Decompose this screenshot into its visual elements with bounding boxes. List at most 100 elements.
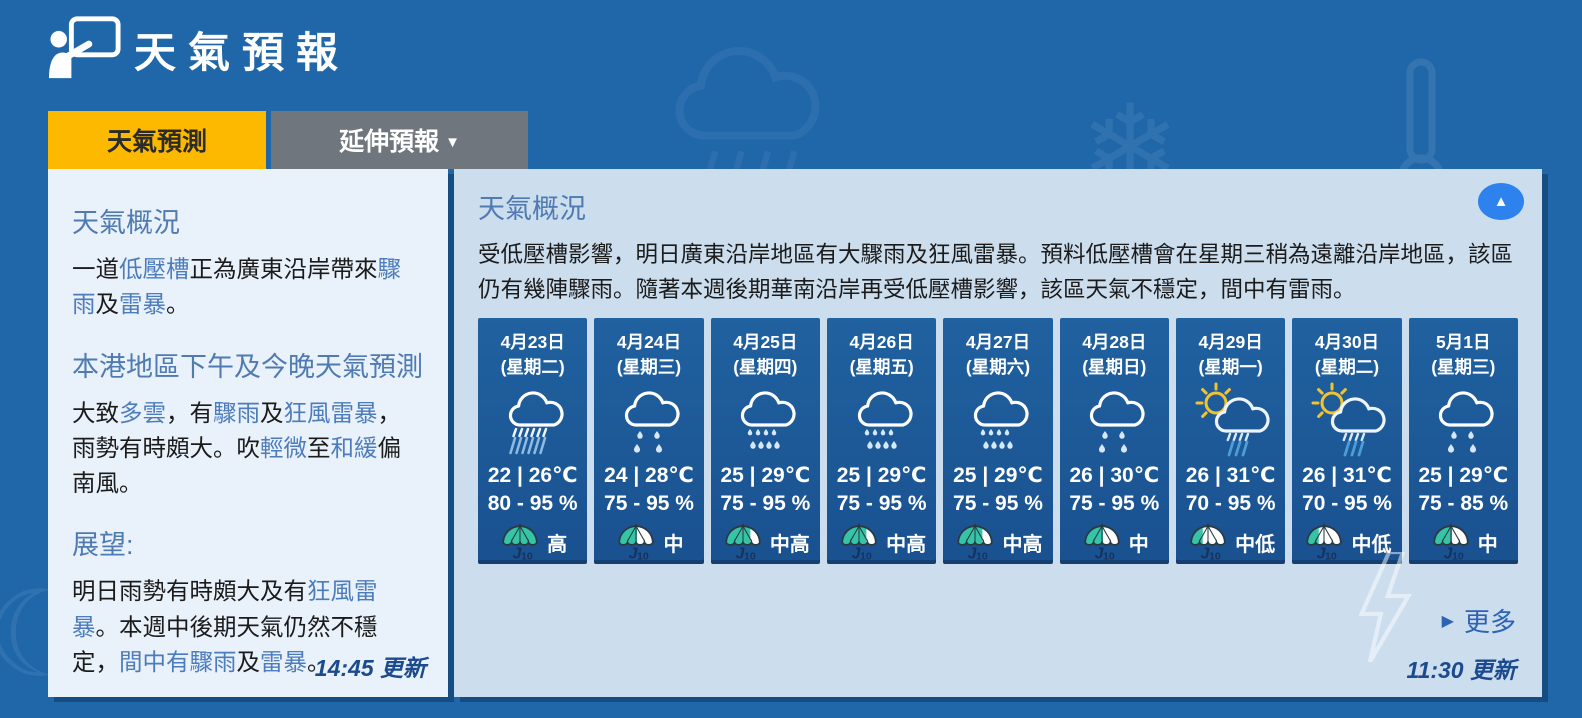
card-humidity: 75 - 95 % bbox=[953, 491, 1043, 515]
tab-extended-forecast[interactable]: 延伸預報 ▼ bbox=[271, 111, 528, 169]
updated-label: 更新 bbox=[1470, 657, 1516, 683]
forecast-card: 4月29日 (星期一) 26 | 31℃ 70 - 95 % J 10 中低 bbox=[1175, 317, 1286, 564]
card-temperature: 26 | 31℃ bbox=[1302, 463, 1392, 487]
card-humidity: 80 - 95 % bbox=[487, 491, 578, 515]
forecast-card: 4月25日 (星期四) 25 | 29℃ 75 - 95 % J 10 中高 bbox=[710, 317, 820, 564]
psr-icon-j: J bbox=[513, 546, 523, 562]
card-humidity: 75 - 85 % bbox=[1418, 491, 1509, 515]
section-heading-outlook: 展望: bbox=[72, 530, 134, 561]
card-weekday: (星期六) bbox=[965, 357, 1031, 378]
card-weekday: (星期五) bbox=[849, 357, 914, 378]
glossary-link[interactable]: 狂風雷暴 bbox=[72, 578, 378, 640]
card-date: 4月23日 bbox=[500, 331, 565, 352]
text-segment: 及 bbox=[260, 399, 284, 426]
card-psr: J 10 中 bbox=[594, 523, 703, 561]
psr-icon-j: J bbox=[852, 546, 862, 562]
card-weekday: (星期三) bbox=[616, 357, 682, 378]
general-situation-text: 一道低壓槽正為廣東沿岸帶來驟雨及雷暴。 bbox=[72, 252, 424, 323]
local-forecast-panel: 天氣概況 一道低壓槽正為廣東沿岸帶來驟雨及雷暴。 本港地區下午及今晚天氣預測 大… bbox=[48, 169, 448, 697]
glossary-link[interactable]: 雷暴 bbox=[119, 291, 166, 318]
outlook-text: 明日雨勢有時頗大及有狂風雷暴。本週中後期天氣仍然不穩定，間中有驟雨及雷暴。 bbox=[72, 574, 424, 680]
psr-icon-sub: 10 bbox=[1452, 551, 1464, 562]
text-segment: 一道 bbox=[72, 256, 119, 282]
psr-umbrella-icon: J 10 bbox=[502, 523, 538, 562]
psr-icon-j: J bbox=[968, 546, 978, 562]
card-temperature: 25 | 29℃ bbox=[1418, 463, 1509, 487]
forecast-card: 4月24日 (星期三) 24 | 28℃ 75 - 95 % J 10 中 bbox=[594, 317, 704, 564]
card-weekday: (星期日) bbox=[1082, 357, 1147, 378]
card-temperature: 22 | 26℃ bbox=[487, 463, 578, 487]
updated-time: 11:30 bbox=[1406, 657, 1464, 683]
card-date: 5月1日 bbox=[1436, 331, 1491, 352]
card-temperature: 25 | 29℃ bbox=[720, 463, 811, 487]
text-segment: 偏南風。 bbox=[72, 434, 401, 496]
psr-umbrella-icon: J 10 bbox=[957, 523, 994, 562]
rain-moderate-icon bbox=[711, 382, 820, 460]
glossary-link[interactable]: 低壓槽 bbox=[119, 256, 190, 282]
card-date: 4月27日 bbox=[965, 331, 1031, 352]
psr-umbrella-icon: J 10 bbox=[1306, 523, 1343, 561]
rain-heavy-icon bbox=[478, 382, 587, 460]
card-date: 4月24日 bbox=[616, 331, 682, 352]
afternoon-tonight-text: 大致多雲，有驟雨及狂風雷暴，雨勢有時頗大。吹輕微至和緩偏南風。 bbox=[72, 396, 424, 502]
tab-label: 天氣預測 bbox=[106, 128, 207, 156]
glossary-link[interactable]: 間中有驟雨 bbox=[119, 648, 237, 675]
section-heading-general-situation: 天氣概況 bbox=[72, 208, 180, 238]
glossary-link[interactable]: 和緩 bbox=[330, 434, 378, 461]
collapse-up-button[interactable]: ▲ bbox=[1478, 183, 1524, 220]
glossary-link[interactable]: 狂風雷暴 bbox=[283, 399, 378, 426]
psr-icon-sub: 10 bbox=[521, 551, 533, 562]
card-psr: J 10 中低 bbox=[1176, 523, 1285, 561]
psr-umbrella-icon: J 10 bbox=[841, 523, 877, 562]
psr-level-label: 中高 bbox=[769, 533, 810, 556]
text-segment: 。 bbox=[166, 291, 190, 318]
psr-icon-j: J bbox=[1201, 546, 1211, 562]
text-segment: 大致 bbox=[72, 399, 119, 426]
page-title: 天氣預報 bbox=[134, 29, 351, 76]
glossary-link[interactable]: 雷暴 bbox=[260, 648, 307, 675]
more-link[interactable]: ▶ 更多 bbox=[1442, 602, 1516, 639]
chevron-down-icon: ▼ bbox=[445, 133, 460, 151]
glossary-link[interactable]: 多雲 bbox=[119, 399, 166, 426]
card-date: 4月25日 bbox=[733, 331, 798, 352]
psr-level-label: 中 bbox=[1128, 533, 1149, 556]
card-humidity: 75 - 95 % bbox=[836, 491, 927, 515]
psr-icon-sub: 10 bbox=[744, 551, 756, 562]
card-psr: J 10 中高 bbox=[827, 523, 936, 561]
card-humidity: 75 - 95 % bbox=[604, 491, 694, 515]
psr-level-label: 中低 bbox=[1351, 533, 1392, 556]
psr-umbrella-icon: J 10 bbox=[1190, 523, 1226, 562]
card-humidity: 70 - 95 % bbox=[1185, 491, 1276, 515]
text-segment: 正為廣東沿岸帶來 bbox=[189, 256, 378, 282]
section-heading-afternoon-tonight: 本港地區下午及今晚天氣預測 bbox=[72, 351, 423, 382]
glossary-link[interactable]: 驟雨 bbox=[72, 256, 401, 318]
tab-weather-forecast[interactable]: 天氣預測 bbox=[48, 111, 266, 169]
right-arrow-icon: ▶ bbox=[1441, 612, 1454, 630]
card-weekday: (星期四) bbox=[733, 357, 798, 378]
glossary-link[interactable]: 輕微 bbox=[260, 434, 307, 461]
card-psr: J 10 中 bbox=[1060, 523, 1169, 561]
card-date: 4月26日 bbox=[849, 331, 914, 352]
right-updated-timestamp: 11:30 更新 bbox=[1406, 651, 1516, 685]
text-segment: ，有 bbox=[166, 399, 213, 426]
forecast-card: 4月28日 (星期日) 26 | 30℃ 75 - 95 % J 10 中 bbox=[1059, 317, 1169, 564]
glossary-link[interactable]: 驟雨 bbox=[213, 399, 260, 426]
card-psr: J 10 高 bbox=[478, 523, 587, 561]
app-header: 天氣預報 bbox=[48, 14, 350, 85]
forecast-card: 4月23日 (星期二) 22 | 26℃ 80 - 95 % J 10 高 bbox=[478, 317, 588, 564]
tab-bar: 天氣預測 延伸預報 ▼ bbox=[48, 111, 528, 169]
text-segment: 。 bbox=[307, 648, 331, 675]
psr-umbrella-icon: J 10 bbox=[1432, 523, 1469, 562]
card-humidity: 75 - 95 % bbox=[1069, 491, 1160, 515]
psr-level-label: 高 bbox=[547, 533, 568, 556]
rain-light-icon bbox=[594, 382, 703, 460]
card-psr: J 10 中高 bbox=[711, 523, 820, 561]
card-psr: J 10 中低 bbox=[1292, 523, 1401, 561]
card-weekday: (星期一) bbox=[1198, 357, 1263, 378]
more-label: 更多 bbox=[1463, 607, 1516, 637]
section-heading-general-situation: 天氣概況 bbox=[478, 194, 586, 224]
psr-icon-j: J bbox=[1094, 546, 1104, 562]
card-date: 4月28日 bbox=[1082, 331, 1147, 352]
left-updated-timestamp: 14:45 更新 bbox=[315, 649, 426, 683]
content-panels: 天氣概況 一道低壓槽正為廣東沿岸帶來驟雨及雷暴。 本港地區下午及今晚天氣預測 大… bbox=[48, 169, 1542, 697]
